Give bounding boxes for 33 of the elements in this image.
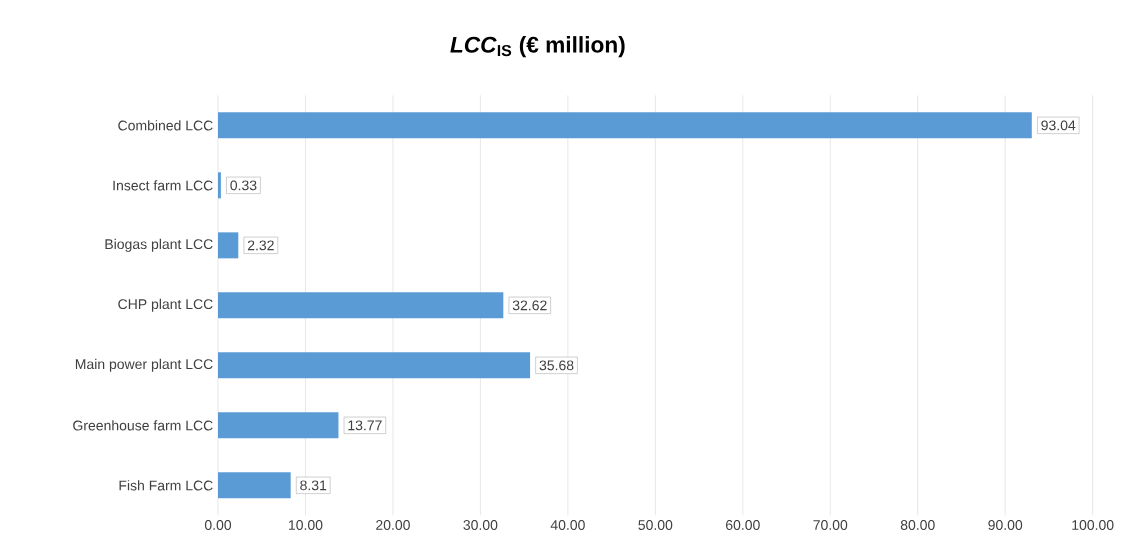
y-tick-label: Biogas plant LCC	[105, 238, 213, 252]
bar	[218, 292, 504, 319]
y-tick-label: Insect farm LCC	[113, 180, 213, 191]
x-tick-label: 20.00	[376, 520, 410, 530]
x-tick-label: 0.00	[204, 520, 232, 530]
data-label: 32.62	[512, 300, 547, 311]
x-tick-label: 60.00	[726, 520, 760, 530]
y-tick-label: CHP plant LCC	[118, 298, 213, 312]
bar	[218, 472, 291, 499]
x-tick-label: 10.00	[289, 520, 323, 530]
data-label: 0.33	[230, 180, 257, 191]
bar	[218, 352, 531, 379]
data-label: 13.77	[348, 420, 382, 431]
bar	[218, 412, 339, 439]
data-label: 8.31	[300, 480, 327, 491]
data-label: 35.68	[539, 360, 574, 371]
bar	[218, 232, 239, 259]
bar	[218, 112, 1032, 139]
x-tick-label: 90.00	[988, 520, 1023, 530]
x-tick-label: 30.00	[463, 520, 498, 530]
x-tick-label: 100.00	[1072, 520, 1114, 530]
y-tick-label: Greenhouse farm LCC	[73, 420, 213, 431]
x-tick-label: 50.00	[638, 520, 673, 530]
bar	[218, 172, 221, 199]
data-label: 93.04	[1041, 120, 1076, 131]
x-tick-label: 40.00	[550, 520, 585, 530]
y-tick-label: Fish Farm LCC	[119, 480, 213, 491]
x-tick-label: 70.00	[813, 520, 848, 530]
y-tick-label: Combined LCC	[118, 120, 213, 131]
chart-title: LCC$_{IS}$ (€ million)	[450, 36, 625, 58]
x-tick-label: 80.00	[900, 520, 935, 530]
y-tick-label: Main power plant LCC	[75, 358, 213, 372]
data-label: 2.32	[247, 240, 274, 251]
